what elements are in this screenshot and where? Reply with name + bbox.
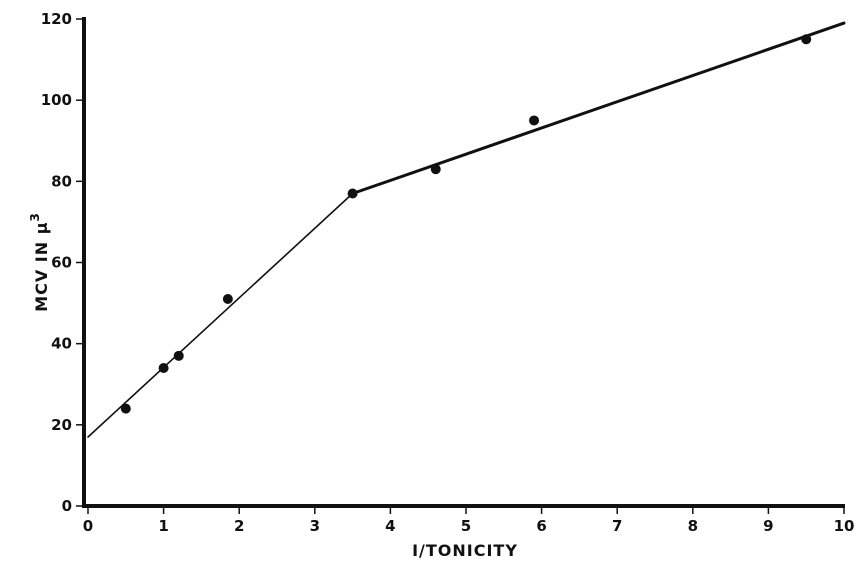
data-point [801,34,812,45]
y-tick-label: 0 [62,497,72,515]
x-axis-title: I/TONICITY [412,541,518,560]
data-point [222,294,233,305]
data-point [430,164,441,175]
data-point [529,115,540,126]
x-tick-label: 1 [158,517,168,535]
data-point [158,363,169,374]
x-tick-label: 3 [310,517,320,535]
y-tick-label: 100 [41,91,72,109]
y-axis: 0 20 40 60 80 100 120 [41,10,84,515]
y-tick-label: 120 [41,10,72,28]
x-tick-label: 7 [612,517,622,535]
x-tick-label: 9 [763,517,773,535]
y-axis-title-group: MCV IN μ3 [28,212,51,312]
y-tick-label: 40 [51,335,72,353]
plot-area [87,21,846,438]
y-tick-label: 20 [51,416,72,434]
y-axis-title-superscript: 3 [28,212,42,221]
y-axis-title-text: MCV IN μ [32,222,51,312]
x-tick-label: 10 [834,517,855,535]
x-tick-label: 4 [385,517,395,535]
data-point [173,350,184,361]
fit-line-segment [87,192,354,438]
x-tick-label: 0 [83,517,93,535]
fit-line-segment [351,21,846,196]
data-point [347,188,358,199]
x-tick-label: 8 [688,517,698,535]
y-tick-label: 60 [51,254,72,272]
x-tick-label: 6 [536,517,546,535]
y-tick-label: 80 [51,172,72,190]
x-axis: 0 1 2 3 4 5 6 7 8 9 10 [83,506,855,535]
data-point [120,403,131,414]
x-tick-label: 2 [234,517,244,535]
y-axis-title: MCV IN μ3 [28,212,51,312]
x-tick-label: 5 [461,517,471,535]
